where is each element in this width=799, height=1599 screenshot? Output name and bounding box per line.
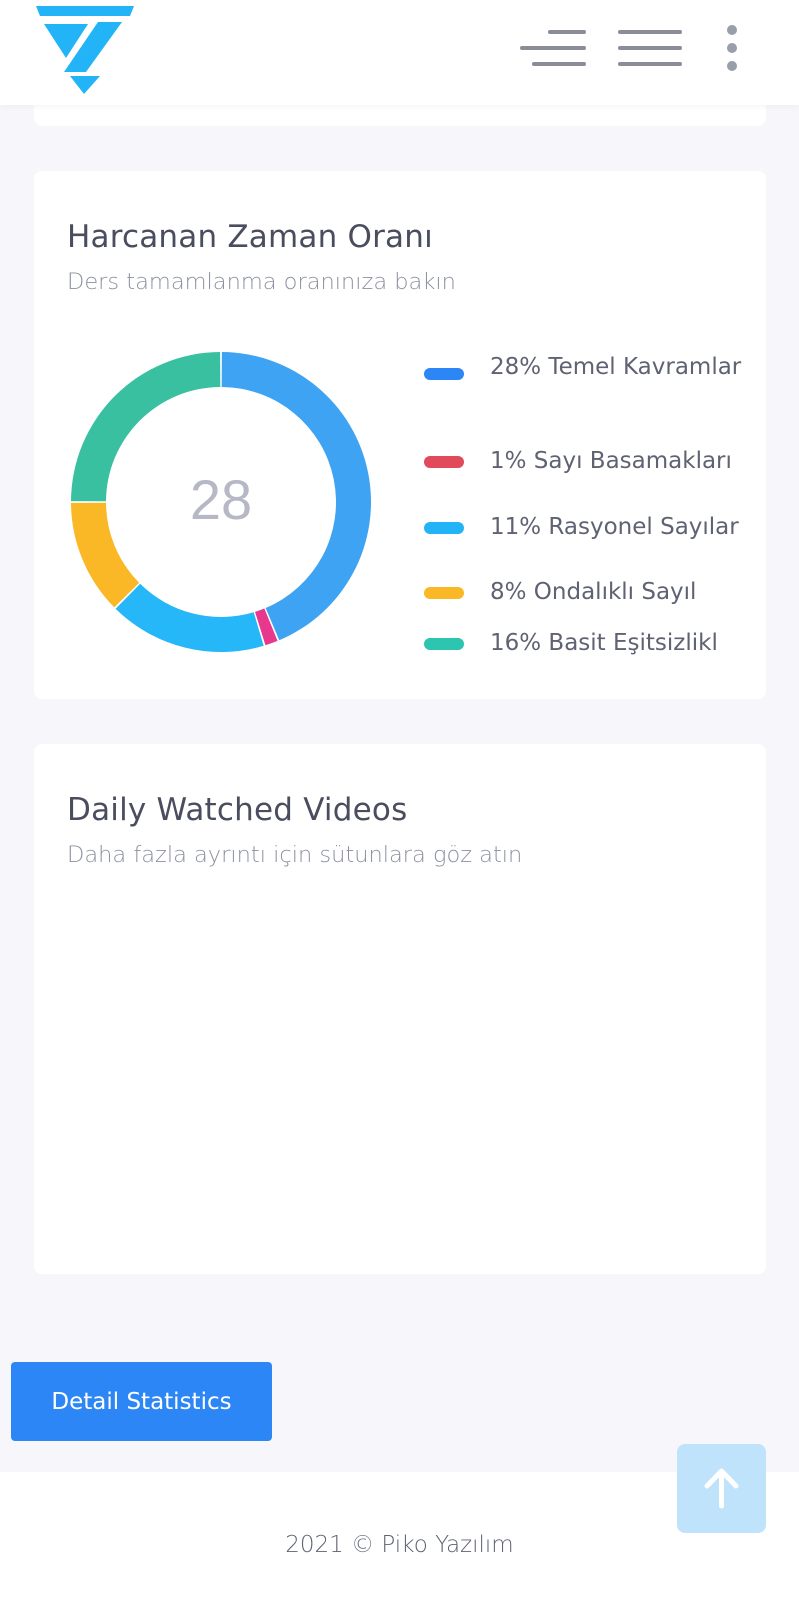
time-ratio-card: Harcanan Zaman Oranı Ders tamamlanma ora… xyxy=(34,171,766,699)
menu-collapse-icon[interactable] xyxy=(520,22,586,74)
legend-item[interactable]: 16% Basit Eşitsizlikl xyxy=(424,623,764,663)
arrow-up-icon xyxy=(704,1468,739,1509)
copyright-text: 2021 © Piko Yazılım xyxy=(285,1532,514,1558)
legend-item[interactable]: 1% Sayı Basamakları xyxy=(424,441,764,481)
brand-triangle-logo-icon[interactable] xyxy=(36,6,138,94)
legend-label: 1% Sayı Basamakları xyxy=(490,448,732,474)
card-subtitle: Daha fazla ayrıntı için sütunlara göz at… xyxy=(67,842,523,868)
donut-slice[interactable] xyxy=(71,352,221,502)
card-title: Daily Watched Videos xyxy=(67,792,408,828)
legend-item[interactable]: 28% Temel Kavramlar xyxy=(424,347,764,427)
legend-swatch xyxy=(424,587,464,599)
app-header xyxy=(0,0,799,105)
legend-swatch xyxy=(424,456,464,468)
card-subtitle: Ders tamamlanma oranınıza bakın xyxy=(67,269,456,295)
donut-slice[interactable] xyxy=(221,352,372,641)
legend-item[interactable]: 8% Ondalıklı Sayıl xyxy=(424,572,764,612)
card-title: Harcanan Zaman Oranı xyxy=(67,219,433,255)
detail-statistics-button[interactable]: Detail Statistics xyxy=(11,1362,272,1441)
legend-swatch xyxy=(424,368,464,380)
more-vertical-icon[interactable] xyxy=(718,22,746,74)
hamburger-menu-icon[interactable] xyxy=(618,22,684,74)
donut-chart: 28 xyxy=(71,352,372,652)
legend-label: 11% Rasyonel Sayılar xyxy=(490,514,739,540)
legend-item[interactable]: 11% Rasyonel Sayılar xyxy=(424,507,764,547)
page-footer: 2021 © Piko Yazılım xyxy=(0,1472,799,1599)
legend-label: 28% Temel Kavramlar xyxy=(490,354,742,380)
donut-slice[interactable] xyxy=(115,583,264,652)
legend-label: 8% Ondalıklı Sayıl xyxy=(490,579,697,605)
donut-center-value: 28 xyxy=(190,468,252,531)
legend-swatch xyxy=(424,522,464,534)
legend-swatch xyxy=(424,638,464,650)
legend-label: 16% Basit Eşitsizlikl xyxy=(490,630,718,656)
donut-slice[interactable] xyxy=(255,608,278,646)
scroll-to-top-button[interactable] xyxy=(677,1444,766,1533)
daily-videos-card: Daily Watched Videos Daha fazla ayrıntı … xyxy=(34,744,766,1274)
donut-slice[interactable] xyxy=(71,502,140,608)
